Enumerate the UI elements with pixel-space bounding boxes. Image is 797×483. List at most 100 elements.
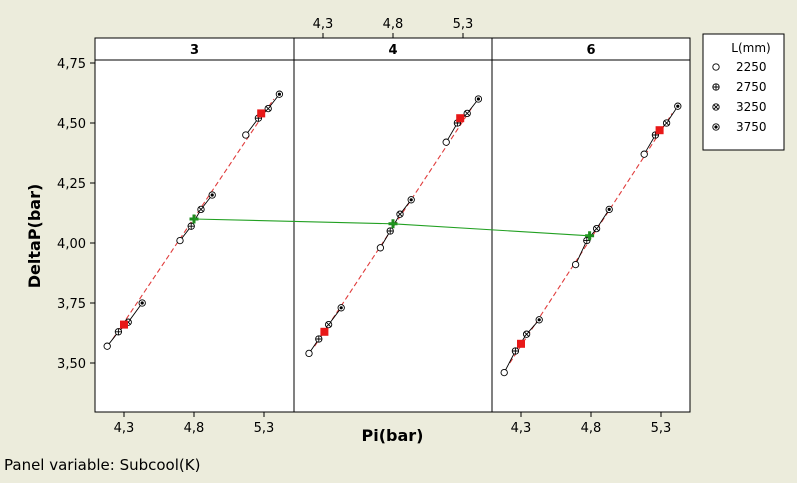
point-2250 [640, 150, 648, 158]
mean-marker [257, 109, 266, 118]
point-2750 [315, 335, 323, 343]
point-3750-dot [409, 198, 413, 202]
point-2250 [242, 131, 250, 139]
legend: L(mm) 2250 2750 3250 3750 [702, 33, 785, 151]
point-3250-cross [523, 331, 530, 337]
y-axis-title: DeltaP(bar) [25, 184, 44, 289]
legend-marker-3750-dot [714, 125, 718, 129]
point-3750-dot [210, 193, 214, 197]
point-3250 [662, 119, 671, 127]
point-2250-ring [305, 349, 313, 358]
point-3250-cross [663, 120, 670, 126]
y-tick-label: 4,75 [57, 57, 86, 72]
x-tick-label: 5,3 [651, 421, 672, 436]
point-2250 [103, 342, 111, 350]
y-tick-label: 3,75 [57, 297, 86, 312]
point-3250 [396, 210, 404, 218]
legend-marker-3750 [712, 123, 720, 131]
x-tick-label: 4,8 [184, 421, 205, 436]
point-2250 [571, 260, 580, 269]
panel-3 [103, 90, 284, 350]
y-tick-label: 4,00 [57, 237, 86, 252]
x-tick-label-top: 4,3 [313, 17, 334, 32]
point-2250-ring [442, 138, 450, 146]
panel-6 [500, 102, 682, 377]
point-3250-cross [198, 206, 204, 213]
point-2250 [442, 138, 450, 146]
point-2750-plus [387, 227, 394, 235]
legend-box [702, 33, 785, 151]
point-2750 [511, 347, 520, 355]
point-3750 [674, 102, 682, 110]
legend-label: 3750 [736, 120, 767, 134]
mean-marker [517, 339, 525, 348]
point-3750-dot [476, 97, 480, 101]
point-3750 [208, 191, 216, 199]
point-3250-cross [593, 225, 600, 232]
point-2750-plus [188, 223, 195, 230]
mean-marker [120, 320, 128, 329]
y-tick-label: 4,25 [57, 177, 86, 192]
y-tick-label: 4,50 [57, 117, 86, 132]
x-axis-title: Pi(bar) [362, 426, 424, 445]
point-3750-dot [140, 301, 144, 305]
point-2250-ring [500, 368, 508, 377]
legend-label: 3250 [736, 100, 767, 114]
point-2750-plus [512, 347, 519, 355]
point-2750 [386, 227, 394, 235]
point-3750 [138, 299, 146, 307]
panel-strip-label: 6 [586, 43, 595, 58]
point-2750-plus [315, 335, 322, 343]
point-2250-ring [176, 236, 184, 245]
x-tick-label-top: 4,8 [383, 17, 404, 32]
point-3750-dot [339, 306, 343, 310]
point-3750 [474, 95, 483, 103]
x-tick-label: 4,3 [114, 421, 135, 436]
x-tick-label: 4,8 [581, 421, 602, 436]
legend-marker-3250 [712, 103, 720, 111]
legend-marker-2250 [712, 63, 720, 71]
point-2250-ring [103, 342, 111, 350]
point-2250 [500, 368, 508, 377]
y-tick-label: 3,50 [57, 357, 86, 372]
point-3750 [605, 205, 613, 214]
point-3750-dot [537, 318, 541, 322]
point-3750-dot [676, 104, 680, 108]
point-2750 [114, 328, 123, 336]
center-connector-line [193, 218, 590, 237]
mean-marker [320, 327, 329, 336]
point-3250 [324, 320, 333, 329]
point-3250-cross [397, 211, 403, 217]
point-2250 [376, 244, 385, 252]
panel-variable-note: Panel variable: Subcool(K) [4, 456, 201, 474]
point-3750-dot [607, 207, 611, 211]
point-2750 [187, 222, 195, 230]
mean-marker [655, 126, 664, 135]
point-3250 [522, 330, 531, 338]
point-3250 [197, 205, 205, 214]
point-3250 [264, 104, 272, 113]
point-2250-ring [640, 150, 648, 158]
panel-strip-label: 3 [190, 43, 199, 58]
point-2250-ring [376, 244, 385, 252]
point-3250 [463, 109, 471, 118]
legend-marker-2250-ring [712, 63, 720, 71]
point-3250-cross [325, 321, 332, 328]
x-tick-label: 4,3 [511, 421, 532, 436]
legend-marker-2750 [712, 83, 720, 91]
point-2250 [305, 349, 313, 358]
mean-marker [456, 114, 465, 123]
point-3750 [275, 90, 284, 98]
point-3250 [592, 224, 601, 233]
point-3750 [535, 316, 543, 324]
point-2250-ring [571, 260, 580, 269]
legend-label: 2250 [736, 60, 767, 74]
point-2250-ring [242, 131, 250, 139]
x-tick-label: 5,3 [254, 421, 275, 436]
panel-strip-label: 4 [388, 43, 397, 58]
point-3750-dot [277, 92, 281, 96]
legend-title: L(mm) [731, 41, 770, 55]
point-2250 [176, 236, 184, 245]
